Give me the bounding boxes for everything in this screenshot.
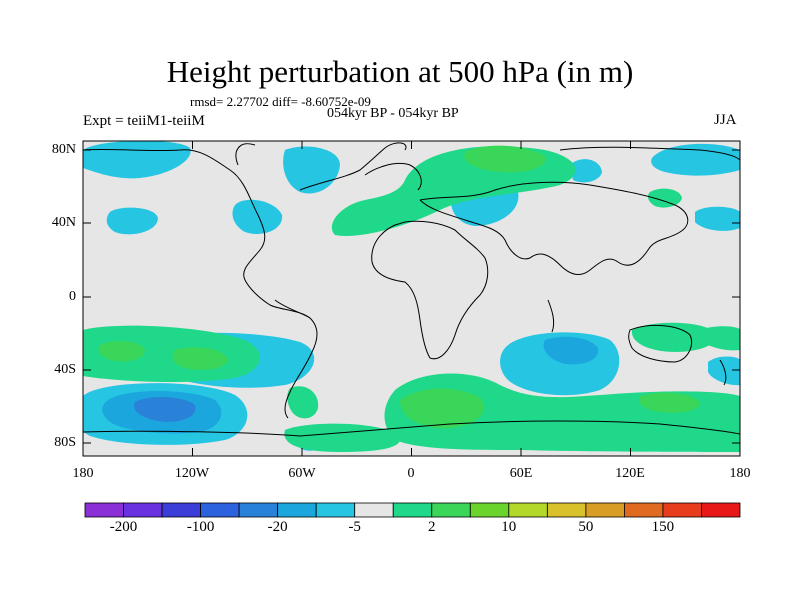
colorbar-label: -5 [348, 519, 361, 535]
colorbar-swatch [238, 502, 279, 518]
colorbar-label: -20 [267, 519, 288, 535]
colorbar-swatch [161, 502, 201, 518]
colorbar-swatch [277, 502, 317, 518]
core-negative-anomaly-regions [134, 396, 196, 422]
colorbar-swatch [701, 502, 741, 518]
lat-label-40s: 40S [54, 362, 76, 377]
lat-label-80n: 80N [51, 142, 76, 157]
colorbar-swatch [392, 502, 433, 518]
lon-label-180w: 180 [72, 466, 94, 481]
season-label: JJA [714, 112, 737, 128]
lat-label-80s: 80S [54, 435, 76, 450]
colorbar-swatch [315, 502, 356, 518]
colorbar-label: -100 [186, 519, 215, 535]
colorbar-swatch [200, 502, 240, 518]
colorbar-label: 150 [651, 519, 675, 535]
map-subtitle: 054kyr BP - 054kyr BP [327, 106, 459, 121]
colorbar-label: 10 [501, 519, 517, 535]
colorbar-swatch [662, 502, 702, 518]
colorbar-swatch [123, 502, 163, 518]
colorbar-swatch [546, 502, 587, 518]
lat-label-0: 0 [69, 289, 76, 304]
lon-label-120w: 120W [174, 466, 210, 481]
colorbar-swatch [508, 502, 548, 518]
colorbar-swatch [354, 502, 394, 518]
colorbar-label: 50 [578, 519, 594, 535]
lon-label-60w: 60W [288, 466, 316, 481]
map-title: Height perturbation at 500 hPa (in m) [166, 54, 634, 89]
strong-positive-anomaly-regions [98, 145, 700, 429]
colorbar-swatch [84, 502, 124, 518]
colorbar-swatch [624, 502, 664, 518]
colorbar-label: -200 [109, 519, 138, 535]
map-panel [83, 141, 740, 456]
rmsd-diff-stats: rmsd= 2.27702 diff= -8.60752e-09 [190, 94, 371, 109]
experiment-label: Expt = teiiM1-teiiM [83, 113, 205, 129]
lon-label-60e: 60E [509, 466, 533, 481]
colorbar-swatch [469, 502, 510, 518]
colorbar-swatch [585, 502, 625, 518]
colorbar-swatch [431, 502, 471, 518]
coastlines [83, 142, 740, 437]
lon-label-180e: 180 [729, 466, 751, 481]
lat-label-40n: 40N [51, 215, 76, 230]
axis-ticks [82, 141, 741, 456]
lon-label-0: 0 [407, 466, 415, 481]
colorbar-label: 2 [428, 519, 436, 535]
lon-label-120e: 120E [615, 466, 645, 481]
colorbar [84, 502, 741, 518]
